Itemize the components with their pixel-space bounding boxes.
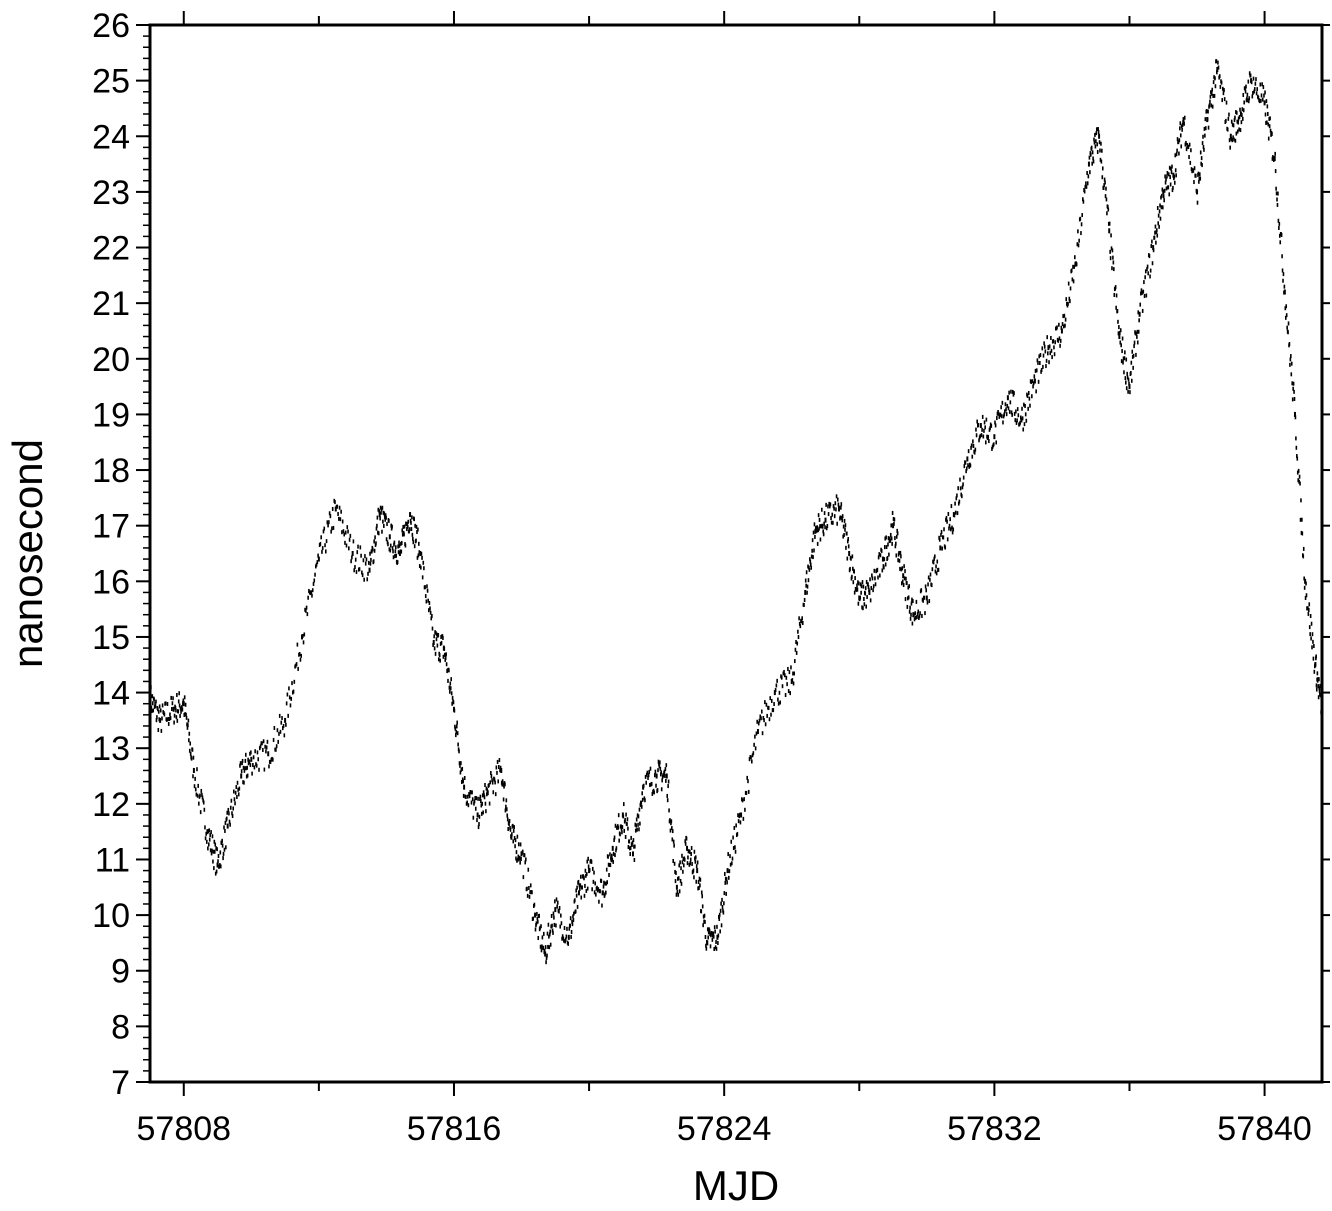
- x-tick-label: 57832: [947, 1110, 1042, 1148]
- y-tick-label: 21: [92, 285, 130, 323]
- x-tick-label: 57816: [407, 1110, 502, 1148]
- y-tick-label: 10: [92, 897, 130, 935]
- y-tick-label: 13: [92, 730, 130, 768]
- y-tick-label: 17: [92, 508, 130, 546]
- x-tick-label: 57824: [677, 1110, 772, 1148]
- y-tick-label: 9: [111, 953, 130, 991]
- y-tick-label: 22: [92, 230, 130, 268]
- y-tick-label: 18: [92, 452, 130, 490]
- y-tick-label: 8: [111, 1008, 130, 1046]
- y-tick-label: 7: [111, 1064, 130, 1102]
- y-tick-label: 19: [92, 396, 130, 434]
- plot-frame: [148, 23, 1324, 1084]
- y-axis-title: nanosecond: [4, 439, 51, 668]
- y-tick-label: 14: [92, 675, 130, 713]
- y-tick-label: 20: [92, 341, 130, 379]
- y-tick-label: 11: [95, 841, 130, 879]
- y-tick-label: 16: [92, 563, 130, 601]
- y-tick-label: 15: [92, 619, 130, 657]
- y-tick-label: 25: [92, 63, 130, 101]
- data-points: [149, 59, 1323, 965]
- x-tick-label: 57808: [137, 1110, 232, 1148]
- x-tick-label: 57840: [1217, 1110, 1312, 1148]
- y-tick-label: 24: [92, 118, 130, 156]
- y-tick-label: 26: [92, 7, 130, 45]
- y-tick-label: 12: [92, 786, 130, 824]
- axis-ticks: [136, 11, 1330, 1096]
- tick-labels: 7 8 9 10 11 12 13 14 15 16 17 18 19 20 21 22 23 24 25 26 578…: [92, 7, 1312, 1148]
- y-tick-label: 23: [92, 174, 130, 212]
- x-axis-title: MJD: [693, 1162, 779, 1209]
